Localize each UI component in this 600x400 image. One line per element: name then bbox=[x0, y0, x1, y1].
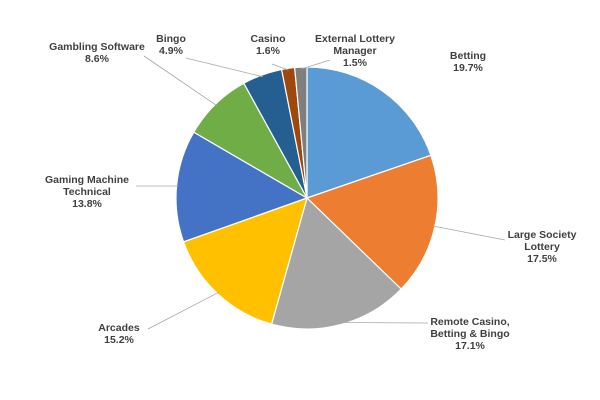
slice-label: External Lottery Manager 1.5% bbox=[315, 33, 395, 69]
slice-category-label: Betting & Bingo bbox=[430, 328, 509, 340]
slice-value-label: 1.5% bbox=[343, 57, 368, 69]
leader-line bbox=[185, 57, 263, 78]
data-labels: Betting 19.7% Large Society Lottery 17.5% Rem… bbox=[45, 33, 577, 352]
slice-label: Remote Casino, Betting & Bingo 17.1% bbox=[430, 316, 509, 352]
slice-value-label: 8.6% bbox=[85, 53, 110, 65]
slice-value-label: 4.9% bbox=[159, 45, 184, 57]
slice-category-label: Casino bbox=[250, 33, 285, 45]
slice-value-label: 17.5% bbox=[527, 253, 557, 265]
pie-slices bbox=[175, 66, 439, 330]
leader-line bbox=[432, 225, 506, 241]
leader-line bbox=[340, 322, 429, 324]
slice-value-label: 19.7% bbox=[453, 62, 483, 74]
slice-label: Gambling Software 8.6% bbox=[49, 41, 145, 65]
leader-line bbox=[147, 291, 220, 330]
slice-label: Arcades 15.2% bbox=[98, 322, 140, 346]
slice-label: Casino 1.6% bbox=[250, 33, 285, 57]
slice-value-label: 15.2% bbox=[104, 334, 134, 346]
slice-label: Large Society Lottery 17.5% bbox=[508, 229, 577, 265]
slice-category-label: Gaming Machine bbox=[45, 174, 129, 186]
pie-slice bbox=[270, 196, 402, 330]
leader-line bbox=[300, 59, 331, 70]
slice-category-label: External Lottery bbox=[315, 33, 395, 45]
pie-slice bbox=[306, 66, 432, 199]
slice-value-label: 1.6% bbox=[256, 45, 281, 57]
leader-line bbox=[271, 63, 289, 71]
slice-category-label: Lottery bbox=[524, 241, 560, 253]
slice-category-label: Remote Casino, bbox=[430, 316, 509, 328]
slice-value-label: 17.1% bbox=[455, 340, 485, 352]
slice-value-label: 13.8% bbox=[72, 198, 102, 210]
leader-line bbox=[143, 55, 218, 107]
slice-category-label: Bingo bbox=[156, 33, 186, 45]
leader-lines bbox=[136, 55, 506, 330]
slice-category-label: Technical bbox=[63, 186, 111, 198]
slice-label: Gaming Machine Technical 13.8% bbox=[45, 174, 129, 210]
slice-label: Betting 19.7% bbox=[450, 50, 486, 74]
pie-slice bbox=[182, 197, 308, 325]
slice-category-label: Betting bbox=[450, 50, 486, 62]
slice-label: Bingo 4.9% bbox=[156, 33, 186, 57]
slice-category-label: Gambling Software bbox=[49, 41, 145, 53]
slice-category-label: Manager bbox=[333, 45, 376, 57]
slice-category-label: Arcades bbox=[98, 322, 140, 334]
slice-category-label: Large Society bbox=[508, 229, 577, 241]
